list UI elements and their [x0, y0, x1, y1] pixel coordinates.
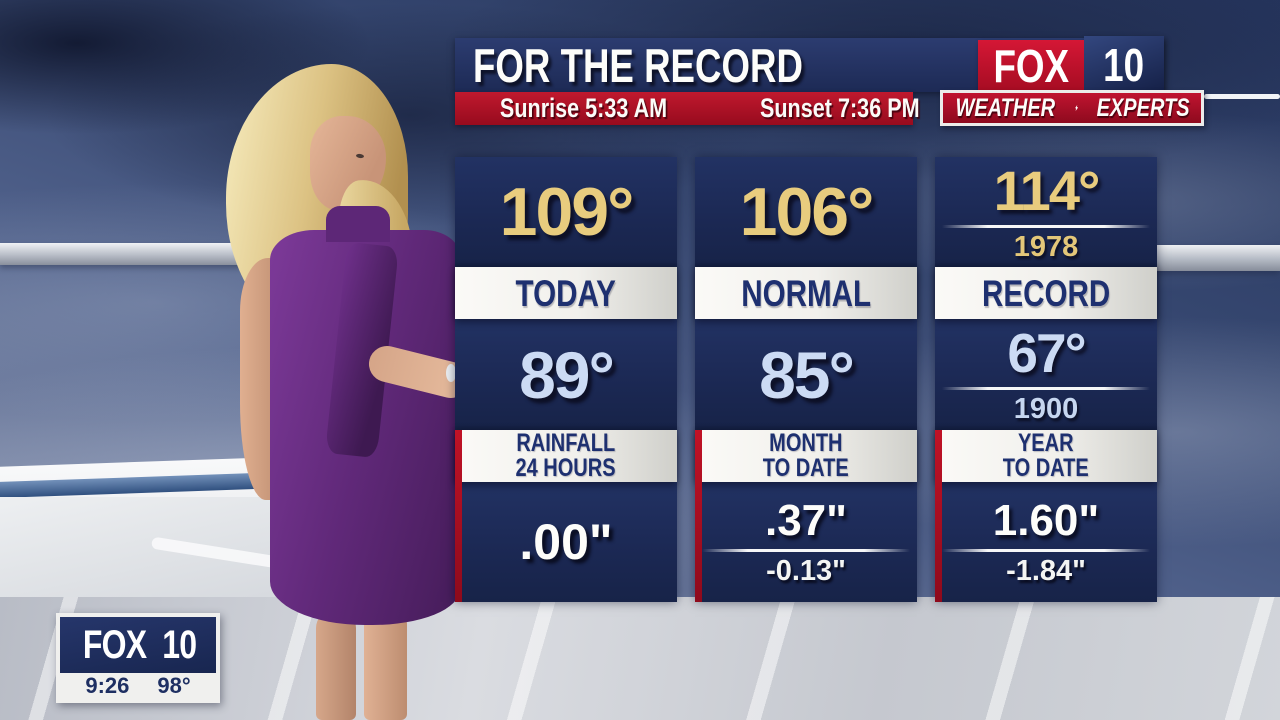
- divider-line: [941, 386, 1151, 390]
- stat-label-band: RAINFALL 24 HOURS: [455, 430, 677, 482]
- fox-logo-navy-box: 10: [1084, 36, 1164, 94]
- bug-time: 9:26: [85, 673, 130, 698]
- divider-line: [941, 224, 1151, 228]
- presenter-leg: [316, 610, 356, 720]
- stat-label-line2: TO DATE: [763, 454, 849, 482]
- page-title: FOR THE RECORD: [473, 38, 896, 93]
- bug-10-text: 10: [162, 622, 198, 667]
- fox-logo-red-box: FOX: [978, 40, 1084, 92]
- rainfall-value-section: 1.60" -1.84": [935, 482, 1157, 602]
- stat-column-record: 114° 1978 RECORD 67° 1900 YEAR TO DATE 1…: [935, 157, 1157, 602]
- weather-experts-badge: WEATHER EXPERTS: [940, 90, 1204, 126]
- column-label-band: NORMAL: [695, 267, 917, 319]
- stat-label-line1: MONTH: [769, 429, 843, 457]
- low-temp-value: 67°: [1007, 321, 1086, 384]
- sun-times-bar: Sunrise 5:33 AM Sunset 7:36 PM: [455, 92, 920, 125]
- stat-label-band: MONTH TO DATE: [695, 430, 917, 482]
- high-temp-section: 109°: [455, 157, 677, 267]
- low-temp-section: 85°: [695, 319, 917, 430]
- studio-rail-right: [1152, 245, 1280, 271]
- presenter-watch: [446, 364, 456, 382]
- high-temp-value: 106°: [739, 174, 875, 250]
- rainfall-departure-value: -1.84": [1006, 554, 1086, 587]
- low-temp-section: 67° 1900: [935, 319, 1157, 430]
- rainfall-value: .00": [519, 514, 613, 570]
- low-temp-value: 89°: [519, 337, 615, 412]
- rainfall-value-section: .37" -0.13": [695, 482, 917, 602]
- low-temp-value: 85°: [759, 337, 855, 412]
- badge-experts-text: EXPERTS: [1096, 93, 1190, 122]
- column-red-stripe: [695, 430, 702, 602]
- lightning-bolt-icon: [1074, 105, 1078, 111]
- bug-fox-text: FOX: [83, 622, 147, 667]
- station-bug: FOX 10 9:26 98°: [56, 613, 220, 703]
- stat-column-today: 109° TODAY 89° RAINFALL 24 HOURS .00": [455, 157, 677, 602]
- high-temp-section: 114° 1978: [935, 157, 1157, 267]
- rainfall-value: .37": [764, 495, 848, 545]
- fox-logo-text: FOX: [993, 40, 1069, 92]
- column-red-stripe: [935, 430, 942, 602]
- set-accent-line: [1204, 94, 1280, 99]
- record-high-year: 1978: [1013, 230, 1079, 263]
- stat-label-line2: TO DATE: [1003, 454, 1089, 482]
- stat-label-line2: 24 HOURS: [515, 454, 617, 482]
- high-temp-value: 114°: [993, 158, 1101, 222]
- rainfall-value: 1.60": [992, 495, 1100, 545]
- sunrise-time: Sunrise 5:33 AM: [499, 93, 668, 123]
- high-temp-section: 106°: [695, 157, 917, 267]
- page-title-text: FOR THE RECORD: [473, 38, 803, 92]
- low-temp-section: 89°: [455, 319, 677, 430]
- divider-line: [941, 548, 1151, 552]
- sunset-time: Sunset 7:36 PM: [760, 93, 920, 123]
- presenter-dress-collar: [326, 206, 390, 242]
- fox10-logo: FOX 10: [978, 36, 1164, 94]
- rainfall-departure-value: -0.13": [766, 554, 846, 587]
- station-bug-info: 9:26 98°: [60, 673, 216, 699]
- stat-label-band: YEAR TO DATE: [935, 430, 1157, 482]
- column-label: TODAY: [515, 272, 617, 314]
- column-label-band: RECORD: [935, 267, 1157, 319]
- badge-weather-text: WEATHER: [955, 93, 1056, 122]
- stat-label-line1: RAINFALL: [516, 429, 616, 457]
- column-red-stripe: [455, 430, 462, 602]
- column-label: NORMAL: [741, 272, 871, 314]
- fox-logo-number: 10: [1103, 39, 1145, 91]
- presenter-leg: [364, 606, 407, 720]
- weather-presenter: [218, 58, 488, 720]
- high-temp-value: 109°: [499, 174, 635, 250]
- divider-line: [701, 548, 911, 552]
- record-low-year: 1900: [1013, 392, 1079, 425]
- bug-temp: 98°: [157, 673, 191, 698]
- rainfall-value-section: .00": [455, 482, 677, 602]
- column-label: RECORD: [981, 272, 1111, 314]
- stat-label-line1: YEAR: [1018, 429, 1074, 457]
- column-label-band: TODAY: [455, 267, 677, 319]
- station-bug-logo: FOX 10: [60, 617, 216, 673]
- stat-column-normal: 106° NORMAL 85° MONTH TO DATE .37" -0.13…: [695, 157, 917, 602]
